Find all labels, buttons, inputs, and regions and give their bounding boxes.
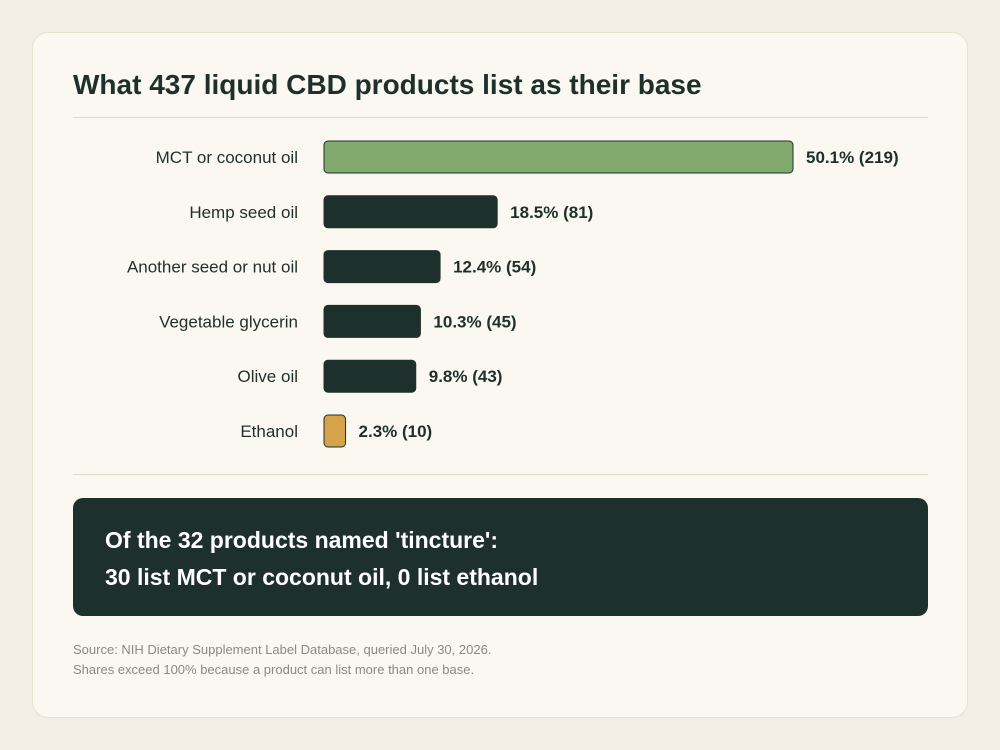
tincture-callout: Of the 32 products named 'tincture': 30 … (73, 498, 928, 616)
data-label: 2.3% (10) (359, 422, 433, 441)
bar-mct-or-coconut-oil (323, 140, 794, 174)
data-label: 18.5% (81) (510, 203, 593, 222)
source-line-2: Shares exceed 100% because a product can… (73, 662, 475, 677)
chart-card: What 437 liquid CBD products list as the… (32, 32, 968, 718)
chart-title: What 437 liquid CBD products list as the… (73, 69, 702, 100)
source-line-1: Source: NIH Dietary Supplement Label Dat… (73, 642, 492, 657)
source-note: Source: NIH Dietary Supplement Label Dat… (73, 640, 491, 680)
bar-olive-oil (323, 359, 417, 393)
callout-line-1: Of the 32 products named 'tincture': (105, 527, 499, 553)
bar-vegetable-glycerin (323, 304, 421, 338)
category-label: MCT or coconut oil (156, 148, 298, 167)
data-label: 12.4% (54) (453, 258, 536, 277)
callout-line-2: 30 list MCT or coconut oil, 0 list ethan… (105, 564, 539, 590)
category-label: Vegetable glycerin (159, 312, 298, 331)
category-label: Ethanol (240, 422, 298, 441)
bottom-divider (73, 474, 928, 475)
bar-ethanol (323, 414, 347, 448)
bar-chart: MCT or coconut oil 50.1% (219) Hemp seed o… (127, 140, 899, 448)
category-label: Another seed or nut oil (127, 258, 298, 277)
bar-another-seed-or-nut-oil (323, 250, 441, 284)
category-label: Hemp seed oil (189, 203, 298, 222)
data-label: 9.8% (43) (429, 367, 503, 386)
data-label: 10.3% (45) (433, 312, 516, 331)
data-label: 50.1% (219) (806, 148, 899, 167)
bar-hemp-seed-oil (323, 195, 498, 229)
category-label: Olive oil (238, 367, 298, 386)
top-divider (73, 117, 928, 118)
